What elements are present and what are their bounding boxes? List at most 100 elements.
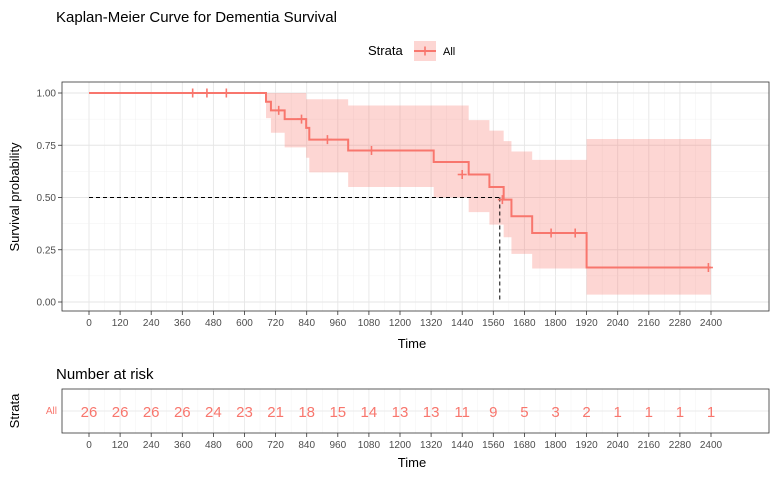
legend-key-mark <box>414 46 436 56</box>
x-tick-label: 480 <box>205 318 222 329</box>
x-tick-label: 120 <box>112 318 129 329</box>
risk-x-tick-label: 2400 <box>700 440 723 451</box>
risk-x-tick-label: 0 <box>86 440 92 451</box>
x-tick-label: 0 <box>86 318 92 329</box>
risk-x-tick-label: 1200 <box>389 440 412 451</box>
y-tick-label: 1.00 <box>37 89 57 100</box>
risk-x-tick-label: 1920 <box>575 440 598 451</box>
risk-x-tick-label: 1440 <box>451 440 474 451</box>
legend-title: Strata <box>368 43 403 58</box>
risk-x-tick-label: 1320 <box>420 440 443 451</box>
x-axis-ticks: 0 120 240 360 480 600 720 840 960 1080 1200 1320 144… <box>86 311 723 329</box>
risk-x-tick-label: 360 <box>174 440 191 451</box>
risk-value: 13 <box>392 404 409 421</box>
risk-x-tick-label: 960 <box>329 440 346 451</box>
x-tick-label: 2160 <box>638 318 661 329</box>
plot-border <box>61 81 770 312</box>
risk-value: 1 <box>645 404 653 421</box>
x-tick-label: 2280 <box>669 318 692 329</box>
x-tick-label: 1200 <box>389 318 412 329</box>
x-tick-label: 1920 <box>575 318 598 329</box>
y-tick-label: 0.50 <box>37 193 57 204</box>
risk-value: 26 <box>112 404 129 421</box>
risk-x-tick-label: 1680 <box>513 440 536 451</box>
censor-mark <box>202 88 212 98</box>
censor-mark <box>703 263 713 273</box>
risk-value: 13 <box>423 404 440 421</box>
risk-table-title: Number at risk <box>56 366 154 383</box>
risk-x-tick-label: 2280 <box>669 440 692 451</box>
x-tick-label: 360 <box>174 318 191 329</box>
risk-value: 24 <box>205 404 222 421</box>
risk-value: 18 <box>298 404 315 421</box>
risk-x-tick-label: 240 <box>143 440 160 451</box>
risk-x-tick-label: 120 <box>112 440 129 451</box>
confidence-band <box>89 93 711 295</box>
risk-x-axis-ticks: 0 120 240 360 480 600 720 840 960 1080 1200 1320 144… <box>86 433 723 451</box>
x-tick-label: 840 <box>298 318 315 329</box>
risk-value: 1 <box>707 404 715 421</box>
risk-x-tick-label: 1800 <box>544 440 567 451</box>
censor-mark <box>366 145 376 155</box>
x-tick-label: 1800 <box>544 318 567 329</box>
censor-mark <box>546 228 556 238</box>
x-tick-label: 960 <box>329 318 346 329</box>
x-tick-label: 1080 <box>358 318 381 329</box>
x-tick-label: 1560 <box>482 318 505 329</box>
y-tick-label: 0.75 <box>37 141 57 152</box>
y-axis-ticks: 0.00 0.25 0.50 0.75 1.00 <box>37 89 62 309</box>
risk-value: 26 <box>81 404 98 421</box>
risk-value: 26 <box>174 404 191 421</box>
risk-table-border <box>61 388 770 434</box>
risk-value: 11 <box>454 404 470 421</box>
risk-value: 1 <box>614 404 622 421</box>
x-tick-label: 1680 <box>513 318 536 329</box>
risk-values: 26 26 26 26 24 23 21 18 15 14 13 13 11 9 5 3 2 1 1 1 1 <box>81 404 716 421</box>
risk-value: 14 <box>361 404 378 421</box>
risk-value: 21 <box>267 404 284 421</box>
risk-value: 26 <box>143 404 160 421</box>
risk-x-tick-label: 1080 <box>358 440 381 451</box>
x-tick-label: 240 <box>143 318 160 329</box>
risk-value: 23 <box>236 404 253 421</box>
x-axis-label: Time <box>398 336 426 351</box>
y-tick-label: 0.25 <box>37 245 57 256</box>
risk-value: 3 <box>551 404 559 421</box>
risk-value: 2 <box>582 404 590 421</box>
censor-mark <box>221 88 231 98</box>
risk-x-tick-label: 2040 <box>607 440 630 451</box>
risk-value: 1 <box>676 404 684 421</box>
risk-x-tick-label: 600 <box>236 440 253 451</box>
x-tick-label: 600 <box>236 318 253 329</box>
risk-x-tick-label: 840 <box>298 440 315 451</box>
risk-x-tick-label: 720 <box>267 440 284 451</box>
confidence-band-group <box>89 93 711 295</box>
x-tick-label: 1320 <box>420 318 443 329</box>
censor-marks <box>188 88 713 273</box>
censor-mark <box>570 228 580 238</box>
risk-y-axis-label: Strata <box>7 393 22 428</box>
risk-x-axis-label: Time <box>398 455 426 470</box>
median-reference-lines <box>89 197 501 302</box>
chart-title: Kaplan-Meier Curve for Dementia Survival <box>56 9 337 26</box>
risk-value: 15 <box>329 404 346 421</box>
y-tick-label: 0.00 <box>37 298 57 309</box>
risk-value: 5 <box>520 404 528 421</box>
grid-lines <box>62 82 769 311</box>
risk-table-panel: 26 26 26 26 24 23 21 18 15 14 13 13 11 9 5 3 2 1 1 1 1 0 120 2… <box>46 388 770 451</box>
risk-x-tick-label: 2160 <box>638 440 661 451</box>
risk-grid-lines <box>62 389 769 433</box>
risk-x-tick-label: 1560 <box>482 440 505 451</box>
risk-row-label-all: All <box>46 406 57 417</box>
legend-entry-all: All <box>443 46 455 58</box>
censor-mark <box>457 170 467 180</box>
x-tick-label: 2400 <box>700 318 723 329</box>
censor-mark <box>274 105 284 115</box>
censor-mark <box>297 114 307 124</box>
x-tick-label: 1440 <box>451 318 474 329</box>
censor-mark <box>322 135 332 145</box>
x-tick-label: 2040 <box>607 318 630 329</box>
risk-value: 9 <box>489 404 497 421</box>
legend: Strata All <box>368 41 455 61</box>
